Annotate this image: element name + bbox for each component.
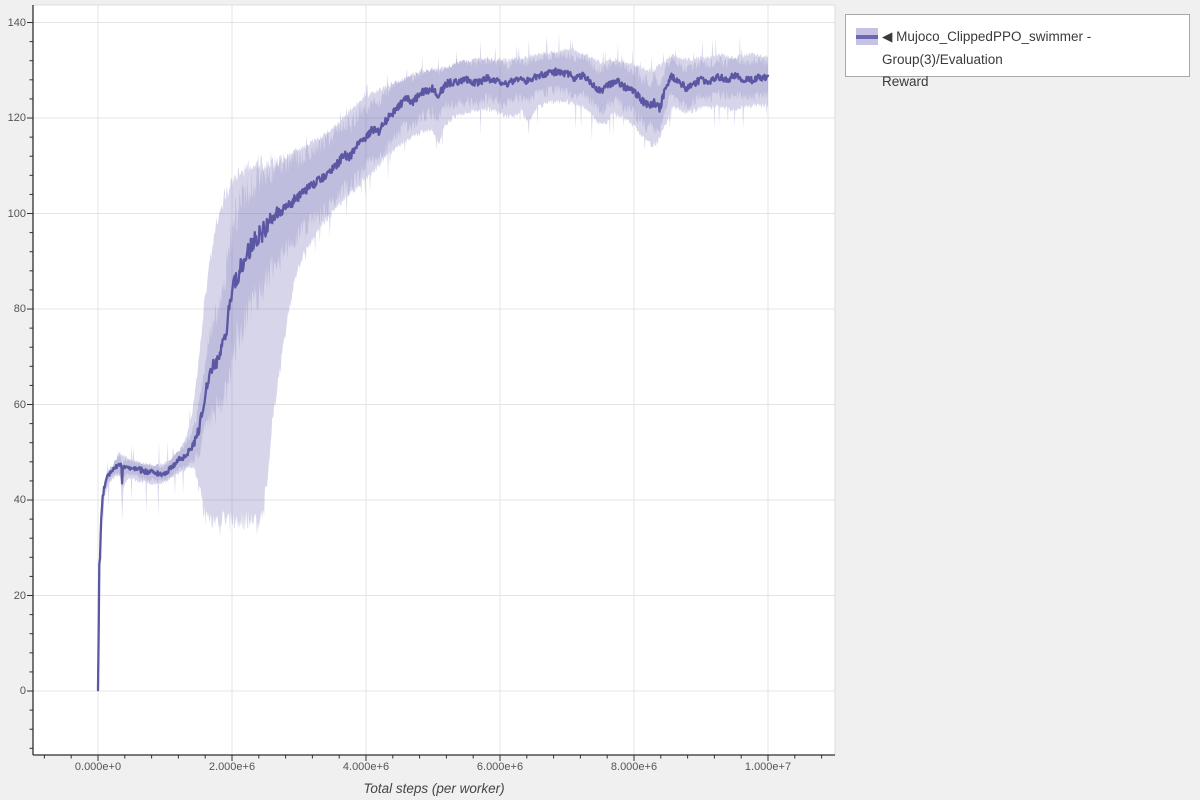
y-tick-label: 100	[7, 207, 26, 220]
legend-label-line2: Reward	[882, 74, 929, 89]
y-tick-label: 140	[7, 16, 26, 29]
x-tick-label: 8.000e+6	[610, 761, 658, 773]
x-tick-label: 1.000e+7	[744, 761, 792, 773]
y-tick-label: 20	[13, 589, 26, 602]
x-axis-title: Total steps (per worker)	[363, 781, 505, 796]
legend: ◀ Mujoco_ClippedPPO_swimmer - Group(3)/E…	[845, 14, 1190, 89]
x-tick-label: 2.000e+6	[208, 761, 256, 773]
x-tick-label: 6.000e+6	[476, 761, 524, 773]
y-tick-label: 80	[13, 303, 26, 316]
x-tick-label: 0.000e+0	[74, 761, 122, 773]
legend-label: ◀ Mujoco_ClippedPPO_swimmer - Group(3)/E…	[882, 26, 1182, 94]
y-tick-label: 40	[13, 494, 26, 507]
x-tick-label: 4.000e+6	[342, 761, 390, 773]
legend-item[interactable]: ◀ Mujoco_ClippedPPO_swimmer - Group(3)/E…	[846, 15, 1189, 89]
legend-swatch-icon	[856, 28, 878, 45]
y-tick-label: 120	[7, 112, 26, 125]
y-tick-label: 60	[13, 398, 26, 411]
legend-label-line1: ◀ Mujoco_ClippedPPO_swimmer - Group(3)/E…	[882, 29, 1092, 67]
y-tick-label: 0	[19, 685, 26, 698]
